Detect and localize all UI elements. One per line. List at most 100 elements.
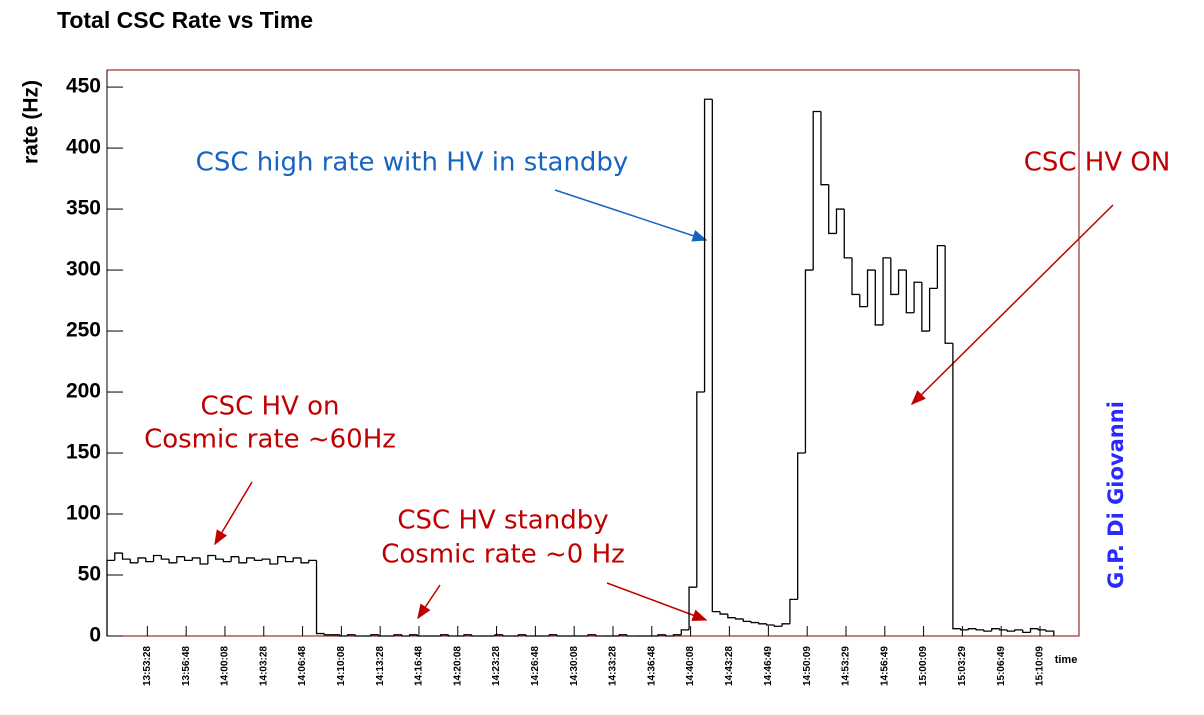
y-tick-label: 100 [66,502,101,525]
histogram-bin [447,634,457,637]
histogram-bin [525,634,534,637]
histogram-bin [199,557,208,565]
histogram-bin [719,611,728,615]
histogram-bin [998,628,1008,631]
y-tick-label: 400 [66,136,101,159]
histogram-bin [207,554,216,565]
y-tick-label: 250 [66,319,101,342]
histogram-bin [952,343,961,630]
chart-title: Total CSC Rate vs Time [57,7,313,33]
annotation: CSC HV ON [1024,148,1171,178]
histogram-bin [727,614,736,619]
histogram-bin [315,560,325,635]
histogram-bin [680,629,690,635]
x-tick-label: 14:16:48 [414,646,425,686]
arrow [417,584,441,620]
histogram-bin [292,557,302,562]
histogram-bin [1022,629,1031,633]
histogram-bin [975,628,984,631]
histogram-bin [928,287,938,332]
histogram-bin [261,558,270,561]
histogram-bin [812,110,821,271]
x-tick-label: 14:36:48 [646,646,657,686]
histogram-bin [230,556,239,562]
histogram-bin [370,634,379,636]
y-tick-label: 150 [66,441,101,464]
histogram-bin [703,98,713,393]
histogram-bin [991,628,1000,632]
annotation: Cosmic rate ~0 Hz [381,540,625,570]
histogram-bin [618,634,627,636]
histogram-bin [176,556,185,563]
x-tick-label: 13:56:48 [181,646,192,686]
histogram-bin [556,634,565,637]
x-tick-label: 15:00:09 [918,646,929,686]
histogram-bin [246,557,255,563]
histogram-bin [921,282,930,332]
histogram-bin [214,555,224,560]
histogram-bin [890,257,899,296]
annotation: CSC HV standby [397,506,608,536]
histogram-bin [494,634,503,636]
histogram-bin [828,184,837,235]
histogram-bin [137,557,146,563]
histogram-bin [789,598,798,624]
x-tick-label: 14:26:48 [530,646,541,686]
histogram-bin [1014,629,1023,632]
histogram-bin [835,208,845,234]
y-axis-label: rate (Hz) [20,80,43,164]
histogram-bin [781,623,790,627]
histogram-bin [773,625,783,627]
histogram-bin [874,270,884,326]
histogram-bin [859,294,868,308]
histogram-bin [121,553,131,560]
y-tick-label: 50 [78,563,101,586]
histogram-bin [284,556,294,563]
histogram-bin [277,556,286,565]
x-tick-label: 14:13:28 [375,646,386,686]
histogram-bin [191,557,201,561]
histogram-bin [323,633,333,636]
histogram-bin [471,634,480,637]
x-tick-label: 14:53:29 [841,646,852,686]
histogram-bin [905,270,915,314]
x-axis-label: time [1055,654,1078,666]
arrow [214,481,253,546]
x-tick-label: 14:23:28 [491,646,502,686]
annotation: Cosmic rate ~60Hz [144,425,396,455]
annotation: CSC high rate with HV in standby [196,148,629,178]
x-tick-label: 13:53:28 [142,646,153,686]
histogram-bin [106,559,115,636]
histogram-bin [517,634,527,636]
histogram-bin [222,559,232,563]
histogram-bin [851,257,860,296]
y-tick-label: 450 [66,75,101,98]
x-tick-label: 15:10:09 [1035,646,1046,686]
histogram-bin [183,556,193,562]
histogram-bin [696,391,705,588]
histogram-bin [346,634,356,636]
x-tick-label: 14:06:48 [297,646,308,686]
histogram-bin [734,617,744,620]
histogram-bin [238,556,247,564]
histogram-bin [936,245,946,289]
histogram-bin [160,555,170,560]
y-tick-label: 0 [89,624,101,647]
histogram-bin [300,557,309,564]
histogram-bin [882,257,891,325]
histogram-bin [944,245,953,344]
histogram-bin [409,634,418,636]
annotation: CSC HV on [200,392,339,422]
histogram-bin [983,629,992,632]
histogram-bin [401,634,410,637]
x-tick-label: 14:30:08 [569,646,580,686]
histogram-bin [820,111,829,186]
histogram-bin [626,634,635,637]
x-tick-label: 14:46:49 [763,646,774,686]
histogram-bin [665,634,674,637]
watermark: G.P. Di Giovanni [1104,401,1128,589]
x-tick-label: 14:00:08 [220,646,231,686]
x-tick-label: 15:03:29 [957,646,968,686]
histogram-bin [548,634,558,636]
